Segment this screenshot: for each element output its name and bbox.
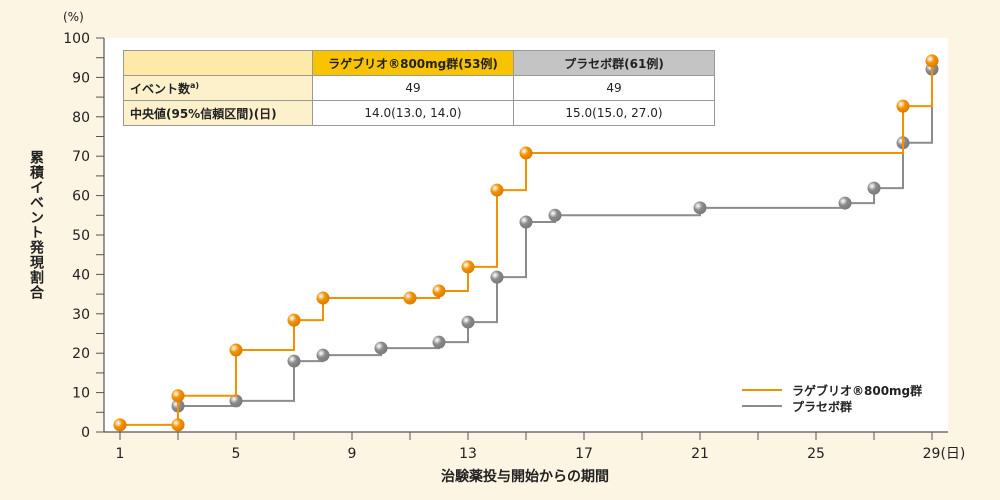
y-tick-label: 60 xyxy=(72,189,90,205)
x-tick-label: 5 xyxy=(232,446,241,462)
legend-item-lagevrio: ラゲブリオ®800mg群 xyxy=(742,382,922,398)
legend: ラゲブリオ®800mg群 プラセボ群 xyxy=(742,382,922,414)
legend-item-placebo: プラセボ群 xyxy=(742,398,922,414)
data-point-placebo xyxy=(287,354,301,368)
data-point-placebo xyxy=(548,208,562,222)
y-tick-label: 50 xyxy=(72,228,90,244)
data-point-lagevrio xyxy=(171,418,185,432)
legend-swatch xyxy=(742,405,782,407)
row-label-text: イベント数 xyxy=(130,81,191,96)
row-label-median: 中央値(95%信頼区間)(日) xyxy=(123,100,313,126)
events-placebo: 49 xyxy=(513,75,715,101)
data-point-placebo xyxy=(867,181,881,195)
data-point-placebo xyxy=(490,270,504,284)
data-point-placebo xyxy=(693,201,707,215)
row-label-events: イベント数a) xyxy=(123,75,313,101)
data-point-placebo xyxy=(316,348,330,362)
y-tick-label: 80 xyxy=(72,110,90,126)
footnote-mark: a) xyxy=(190,80,200,90)
summary-table: ラゲブリオ®800mg群(53例) プラセボ群(61例) イベント数a) 49 … xyxy=(123,50,715,126)
table-header-placebo: プラセボ群(61例) xyxy=(513,50,715,76)
table-header-row: ラゲブリオ®800mg群(53例) プラセボ群(61例) xyxy=(123,50,715,76)
x-tick-label: 21 xyxy=(691,446,709,462)
x-tick-label: 29(日) xyxy=(923,446,966,462)
x-tick-label: 13 xyxy=(459,446,477,462)
data-point-placebo xyxy=(519,215,533,229)
data-point-placebo xyxy=(461,315,475,329)
legend-swatch xyxy=(742,389,782,391)
y-tick-label: 0 xyxy=(81,425,90,441)
data-point-lagevrio xyxy=(519,146,533,160)
data-point-lagevrio xyxy=(229,343,243,357)
y-tick-label: 30 xyxy=(72,307,90,323)
data-point-lagevrio xyxy=(432,284,446,298)
y-tick-label: 90 xyxy=(72,70,90,86)
table-row: 中央値(95%信頼区間)(日) 14.0(13.0, 14.0) 15.0(15… xyxy=(123,100,715,126)
events-lagevrio: 49 xyxy=(312,75,514,101)
y-axis-unit: (%) xyxy=(63,10,84,24)
table-header-lagevrio: ラゲブリオ®800mg群(53例) xyxy=(312,50,514,76)
data-point-placebo xyxy=(432,335,446,349)
y-tick-label: 100 xyxy=(63,31,90,47)
data-point-lagevrio xyxy=(925,54,939,68)
y-tick-label: 20 xyxy=(72,346,90,362)
data-point-placebo xyxy=(838,196,852,210)
x-axis-label: 治験薬投与開始からの期間 xyxy=(441,469,609,485)
data-point-lagevrio xyxy=(113,418,127,432)
y-tick-label: 70 xyxy=(72,149,90,165)
y-tick-label: 10 xyxy=(72,386,90,402)
data-point-placebo xyxy=(229,394,243,408)
y-tick-label: 40 xyxy=(72,267,90,283)
median-lagevrio: 14.0(13.0, 14.0) xyxy=(312,100,514,126)
data-point-lagevrio xyxy=(316,291,330,305)
x-tick-label: 17 xyxy=(575,446,593,462)
legend-label: プラセボ群 xyxy=(792,399,853,414)
data-point-lagevrio xyxy=(490,183,504,197)
data-point-lagevrio xyxy=(287,313,301,327)
y-axis-label: 累積イベント発現割合 xyxy=(28,150,44,300)
data-point-lagevrio xyxy=(461,260,475,274)
x-tick-label: 25 xyxy=(807,446,825,462)
table-header-empty xyxy=(123,50,313,76)
data-point-lagevrio xyxy=(403,291,417,305)
legend-label: ラゲブリオ®800mg群 xyxy=(792,383,923,398)
data-point-lagevrio xyxy=(896,99,910,113)
table-row: イベント数a) 49 49 xyxy=(123,75,715,101)
median-placebo: 15.0(15.0, 27.0) xyxy=(513,100,715,126)
x-tick-label: 1 xyxy=(116,446,125,462)
data-point-placebo xyxy=(374,341,388,355)
data-point-lagevrio xyxy=(171,389,185,403)
x-tick-label: 9 xyxy=(348,446,357,462)
